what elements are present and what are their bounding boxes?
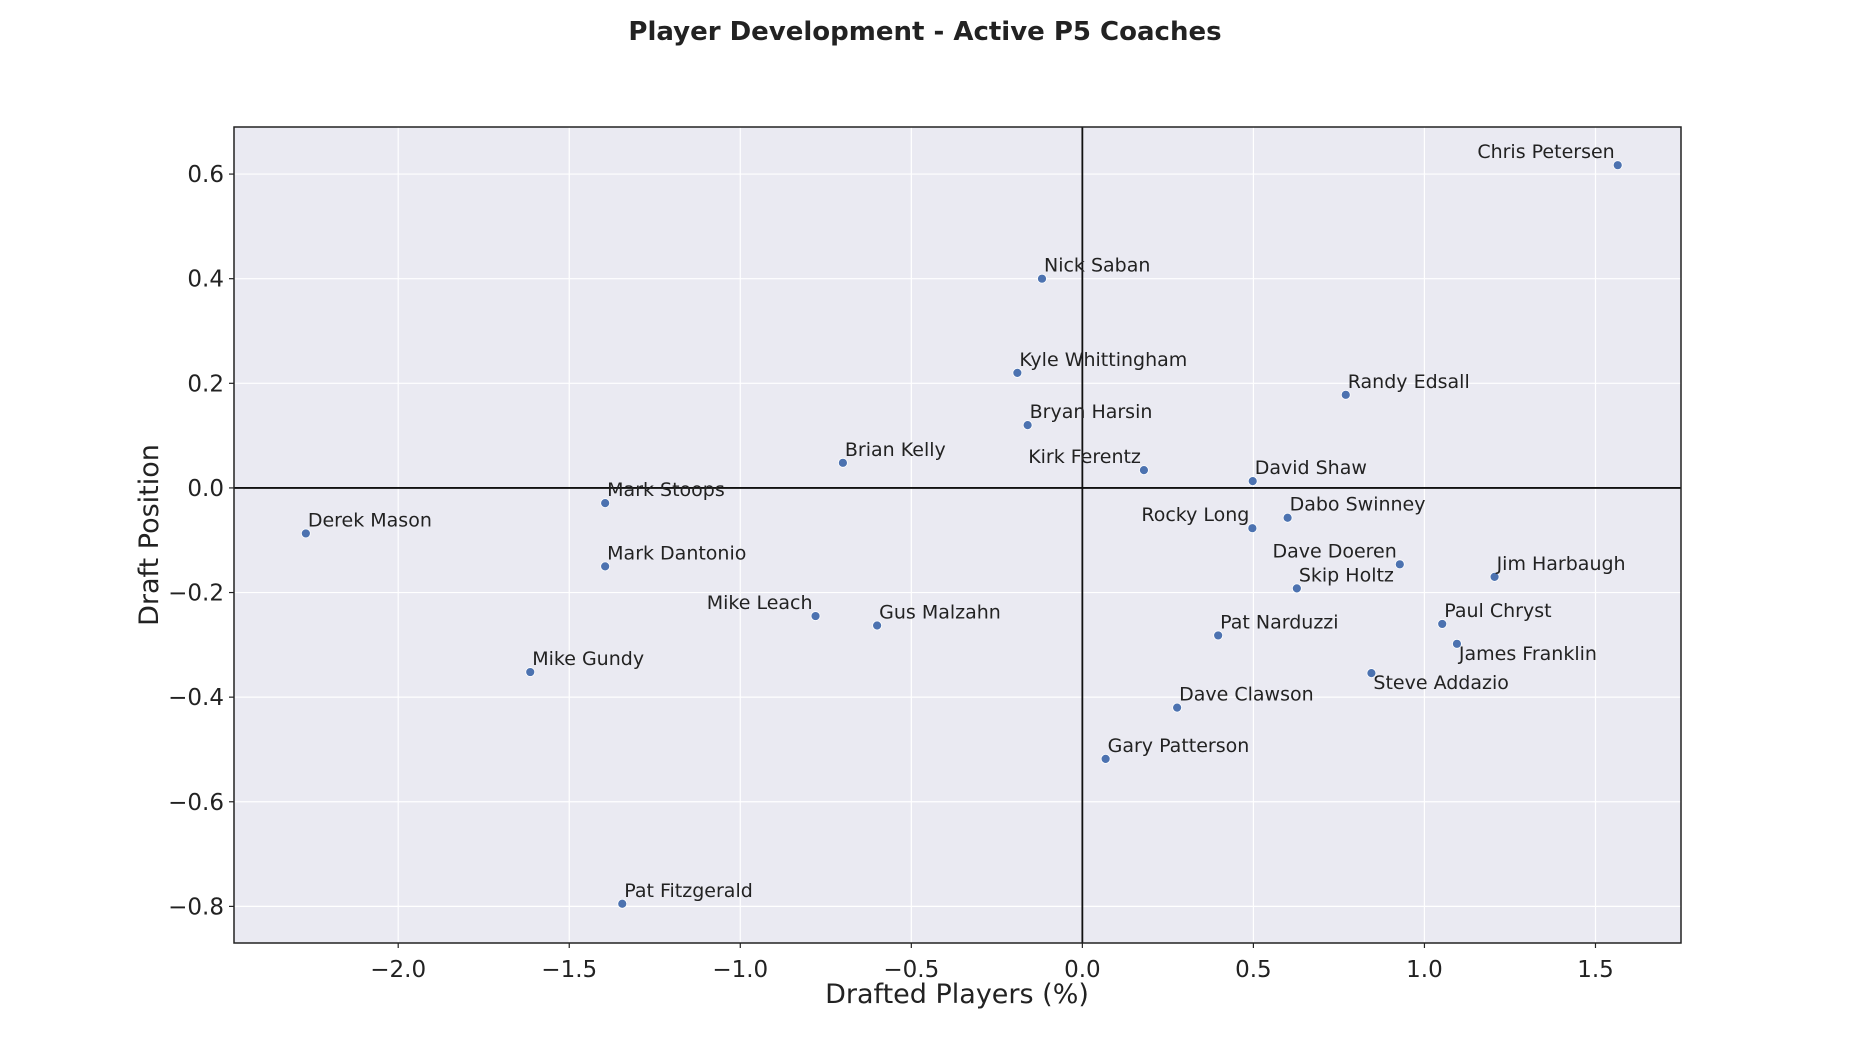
y-tick-label: 0.6 bbox=[187, 162, 224, 188]
point-label: Skip Holtz bbox=[1299, 564, 1394, 586]
data-point bbox=[838, 457, 848, 468]
x-tick-label: −1.5 bbox=[541, 957, 597, 983]
x-tick-label: −0.5 bbox=[883, 957, 939, 983]
y-tick-label: −0.6 bbox=[168, 790, 224, 816]
data-point bbox=[1291, 583, 1302, 594]
x-tick-label: 1.5 bbox=[1577, 957, 1614, 983]
data-point bbox=[1394, 559, 1405, 570]
chart-title: Player Development - Active P5 Coaches bbox=[628, 17, 1221, 47]
y-tick-label: 0.4 bbox=[187, 267, 224, 293]
data-point bbox=[1247, 476, 1258, 487]
point-label: Rocky Long bbox=[1141, 504, 1249, 526]
data-point bbox=[300, 528, 311, 539]
data-point bbox=[810, 611, 821, 621]
point-label: Randy Edsall bbox=[1348, 371, 1470, 393]
point-label: David Shaw bbox=[1255, 457, 1367, 479]
data-point bbox=[600, 498, 611, 508]
data-point bbox=[1172, 702, 1183, 713]
y-tick-label: −0.4 bbox=[168, 685, 224, 711]
data-point bbox=[1437, 619, 1448, 629]
x-axis-ticks: −2.0 −1.5 −1.0 −0.5 0.0 0.5 1.0 1.5 bbox=[370, 943, 1614, 983]
point-label: Gary Patterson bbox=[1108, 735, 1250, 757]
x-axis-label: Drafted Players (%) bbox=[825, 979, 1089, 1010]
point-label: Paul Chryst bbox=[1444, 600, 1551, 622]
data-points bbox=[300, 160, 1623, 909]
point-label: Dabo Swinney bbox=[1290, 494, 1426, 516]
point-label: Dave Doeren bbox=[1272, 540, 1396, 562]
y-tick-label: 0.0 bbox=[187, 476, 224, 502]
data-point bbox=[1282, 512, 1293, 523]
point-label: Dave Clawson bbox=[1179, 684, 1314, 706]
point-label: Bryan Harsin bbox=[1030, 401, 1153, 423]
y-axis-label: Draft Position bbox=[134, 444, 165, 626]
plot-area bbox=[234, 127, 1681, 943]
data-point bbox=[600, 561, 611, 572]
data-point bbox=[872, 620, 883, 631]
data-point bbox=[1213, 630, 1224, 641]
data-point bbox=[1247, 523, 1258, 534]
x-tick-label: 0.5 bbox=[1235, 957, 1272, 983]
point-label: Mark Dantonio bbox=[607, 542, 746, 564]
point-label: Jim Harbaugh bbox=[1496, 553, 1626, 575]
data-point bbox=[1037, 273, 1047, 284]
point-label: James Franklin bbox=[1458, 643, 1597, 665]
x-tick-label: −2.0 bbox=[370, 957, 426, 983]
point-label: Gus Malzahn bbox=[879, 601, 1001, 623]
y-tick-label: −0.8 bbox=[168, 894, 224, 920]
data-point bbox=[1139, 465, 1149, 476]
point-label: Brian Kelly bbox=[845, 439, 946, 461]
x-tick-label: −1.0 bbox=[712, 957, 768, 983]
data-point bbox=[1612, 160, 1623, 171]
x-tick-label: 1.0 bbox=[1406, 957, 1443, 983]
point-labels: Chris Petersen Nick Saban Kyle Whittingham… bbox=[308, 141, 1626, 902]
data-point bbox=[1340, 389, 1351, 400]
data-point bbox=[1022, 420, 1033, 431]
data-point bbox=[1100, 753, 1111, 764]
point-label: Nick Saban bbox=[1044, 255, 1150, 277]
y-tick-label: −0.2 bbox=[168, 581, 224, 607]
point-label: Pat Narduzzi bbox=[1220, 611, 1338, 633]
point-label: Mike Gundy bbox=[532, 648, 644, 670]
data-point bbox=[1366, 668, 1377, 678]
point-label: Pat Fitzgerald bbox=[624, 880, 753, 902]
data-point bbox=[1452, 638, 1462, 649]
point-label: Steve Addazio bbox=[1373, 672, 1508, 694]
x-tick-label: 0.0 bbox=[1064, 957, 1101, 983]
y-tick-label: 0.2 bbox=[187, 371, 224, 397]
data-point bbox=[1489, 571, 1500, 582]
point-label: Mike Leach bbox=[707, 592, 813, 614]
point-label: Kirk Ferentz bbox=[1028, 446, 1141, 468]
data-point bbox=[617, 898, 628, 909]
point-label: Derek Mason bbox=[308, 509, 432, 531]
data-point bbox=[1012, 367, 1023, 378]
y-axis-ticks: −0.8 −0.6 −0.4 −0.2 0.0 0.2 0.4 0.6 bbox=[168, 162, 234, 920]
data-point bbox=[525, 667, 536, 677]
point-label: Mark Stoops bbox=[607, 479, 725, 501]
reference-lines bbox=[234, 127, 1681, 943]
point-label: Kyle Whittingham bbox=[1019, 349, 1187, 371]
plot-frame bbox=[233, 126, 1682, 944]
point-label: Chris Petersen bbox=[1477, 141, 1614, 163]
